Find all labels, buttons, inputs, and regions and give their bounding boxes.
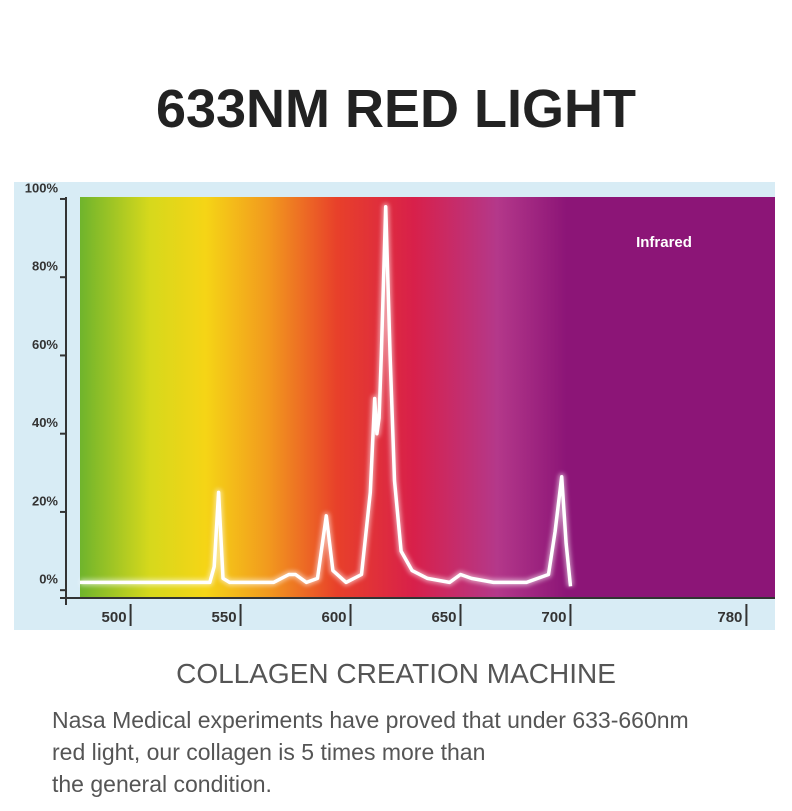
spectrum-line	[80, 205, 573, 587]
x-tick-label: 550	[212, 609, 237, 626]
page-title: 633NM RED LIGHT	[155, 79, 637, 139]
annotation: Infrared	[636, 234, 692, 251]
y-tick-label: 60%	[32, 337, 58, 352]
x-tick-label: 500	[102, 609, 127, 626]
y-tick-label: 80%	[32, 259, 58, 274]
y-tick-label: 100%	[25, 180, 59, 195]
y-tick-label: 0%	[39, 572, 58, 587]
body-line: red light, our collagen is 5 times more …	[52, 739, 486, 765]
y-tick-label: 20%	[32, 493, 58, 508]
spectrum	[80, 197, 775, 598]
y-tick-label: 40%	[32, 415, 58, 430]
x-tick-label: 600	[321, 609, 346, 626]
x-tick-label: 650	[431, 609, 456, 626]
body-line: Nasa Medical experiments have proved tha…	[52, 707, 689, 733]
body-line: the general condition.	[52, 771, 272, 797]
x-tick-label: 780	[717, 609, 742, 626]
x-tick-label: 700	[541, 609, 566, 626]
subtitle: COLLAGEN CREATION MACHINE	[176, 658, 616, 689]
chart: 0% 20% 40% 60% 80% 100% 500 550 600 650 700 780 Infr…	[14, 180, 775, 630]
body-text: Nasa Medical experiments have proved tha…	[52, 704, 689, 800]
